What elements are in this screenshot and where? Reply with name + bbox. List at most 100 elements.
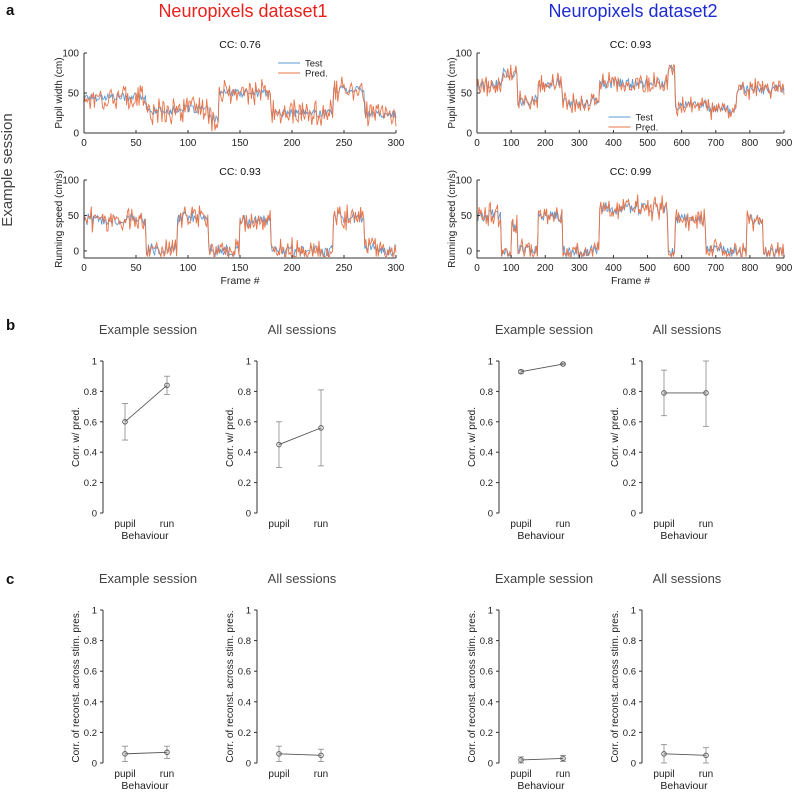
legend-pred-label: Pred.	[636, 123, 659, 134]
errorbar-chart-c-d1-example: Example session 0 0.2 0.4 0.6 0.8 1 Corr. of re…	[71, 571, 197, 792]
y-tick-label: 50	[461, 211, 473, 222]
y-tick-label: 1	[92, 606, 97, 617]
y-tick-label: 0	[488, 509, 493, 520]
y-tick-label: 0.4	[623, 697, 636, 708]
y-tick-label: 0.2	[480, 478, 493, 489]
data-point-run	[703, 752, 709, 759]
x-tick-label: 700	[707, 263, 724, 274]
series-line	[124, 751, 168, 755]
y-tick-label: 0.4	[480, 697, 493, 708]
y-tick-label: 0.2	[84, 728, 97, 739]
data-point-run	[318, 752, 324, 759]
x-tick-label: 600	[673, 263, 690, 274]
y-tick-label: 0.8	[84, 636, 97, 647]
y-axis-label: Corr. of reconst. across stim. pres.	[610, 610, 621, 762]
y-tick-label: 0.8	[84, 387, 97, 398]
x-tick-label: pupil	[268, 769, 289, 780]
data-point-run	[164, 382, 170, 389]
y-tick-label: 0.4	[238, 697, 251, 708]
cc-label: CC: 0.99	[610, 166, 652, 178]
x-axis-label: Frame #	[220, 275, 259, 287]
line-chart-d1-pupil: 0 50 100 0 50 100 150 200 250 300 CC: 0.76 Pupil wi…	[54, 39, 405, 149]
data-point-pupil	[661, 751, 667, 757]
y-tick-label: 0.2	[623, 478, 636, 489]
legend-pred-label: Pred.	[305, 69, 328, 80]
data-point-pupil	[518, 757, 524, 763]
y-tick-label: 0.2	[480, 728, 493, 739]
y-tick-label: 1	[488, 606, 493, 617]
x-tick-label: 250	[336, 263, 353, 274]
errorbar-chart-c-d2-example: Example session 0 0.2 0.4 0.6 0.8 1 Corr. of re…	[467, 571, 593, 792]
x-tick-label: 400	[605, 263, 622, 274]
x-tick-label: 200	[537, 263, 554, 274]
x-tick-label: 250	[336, 138, 353, 149]
dataset-title-2: Neuropixels dataset2	[548, 1, 717, 21]
y-tick-label: 50	[68, 211, 80, 222]
x-axis-label: Behaviour	[517, 780, 565, 792]
series-pred-line	[83, 76, 397, 132]
line-chart-d2-pupil: 0 50 100 0 100 200 300 400 500 600 700 800 900 CC: 0.…	[447, 39, 793, 149]
chart-title: Example session	[495, 322, 593, 337]
y-tick-label: 1	[631, 357, 636, 368]
y-tick-label: 0.6	[238, 417, 251, 428]
data-point-run	[560, 361, 566, 367]
y-tick-label: 100	[455, 49, 472, 60]
x-tick-label: 800	[742, 263, 759, 274]
y-tick-label: 1	[631, 606, 636, 617]
legend-test-label: Test	[305, 59, 323, 70]
x-tick-label: 300	[571, 263, 588, 274]
x-axis-label: Behaviour	[121, 530, 169, 542]
series-line	[124, 384, 168, 423]
panel-label-a: a	[6, 2, 15, 19]
x-tick-label: 700	[707, 138, 724, 149]
chart-title: All sessions	[268, 322, 337, 337]
errorbar-chart-b-d1-all: All sessions 0 0.2 0.4 0.6 0.8 1 Corr. w/ pred.…	[225, 322, 337, 530]
errorbar-chart-c-d1-all: All sessions 0 0.2 0.4 0.6 0.8 1 Corr. of recon…	[225, 571, 337, 780]
series-line	[278, 753, 322, 756]
chart-title: All sessions	[268, 571, 337, 586]
x-tick-label: run	[699, 519, 713, 530]
data-point-pupil	[518, 368, 524, 375]
x-tick-label: 100	[503, 138, 520, 149]
x-tick-label: 150	[232, 138, 249, 149]
y-tick-label: 0.6	[84, 417, 97, 428]
y-tick-label: 0.6	[623, 417, 636, 428]
y-tick-label: 0	[246, 509, 251, 520]
row-label-example-session: Example session	[0, 113, 16, 226]
y-tick-label: 0.4	[238, 448, 251, 459]
errorbar-chart-c-d2-all: All sessions 0 0.2 0.4 0.6 0.8 1 Corr. of recon…	[610, 571, 722, 792]
y-tick-label: 1	[246, 357, 251, 368]
chart-title: All sessions	[653, 571, 722, 586]
y-tick-label: 0	[466, 246, 472, 257]
y-axis-label: Corr. w/ pred.	[467, 407, 478, 467]
errorbar-chart-b-d1-example: Example session 0 0.2 0.4 0.6 0.8 1 Corr. w/ pr…	[71, 322, 197, 542]
x-tick-label: 100	[180, 263, 197, 274]
y-tick-label: 1	[92, 357, 97, 368]
y-tick-label: 0.8	[238, 636, 251, 647]
data-point-pupil	[276, 751, 282, 757]
y-tick-label: 0.8	[238, 387, 251, 398]
y-tick-label: 100	[455, 176, 472, 187]
y-tick-label: 0.4	[480, 448, 493, 459]
y-axis-label: Running speed (cm/s)	[54, 170, 65, 268]
data-point-pupil	[122, 419, 128, 425]
y-tick-label: 100	[62, 49, 79, 60]
y-tick-label: 50	[461, 89, 473, 100]
y-tick-label: 0.6	[84, 667, 97, 678]
data-point-run	[164, 749, 170, 756]
x-tick-label: 0	[474, 263, 480, 274]
chart-title: Example session	[495, 571, 593, 586]
x-tick-label: 200	[284, 138, 301, 149]
y-tick-label: 0.6	[238, 667, 251, 678]
x-tick-label: 500	[639, 263, 656, 274]
panel-label-b: b	[6, 317, 15, 334]
series-test-line	[476, 201, 785, 259]
x-tick-label: 300	[571, 138, 588, 149]
data-point-run	[318, 425, 324, 431]
y-tick-label: 50	[68, 89, 80, 100]
x-tick-label: pupil	[114, 519, 135, 530]
x-tick-label: 900	[776, 138, 793, 149]
x-tick-label: 150	[232, 263, 249, 274]
y-tick-label: 100	[62, 176, 79, 187]
